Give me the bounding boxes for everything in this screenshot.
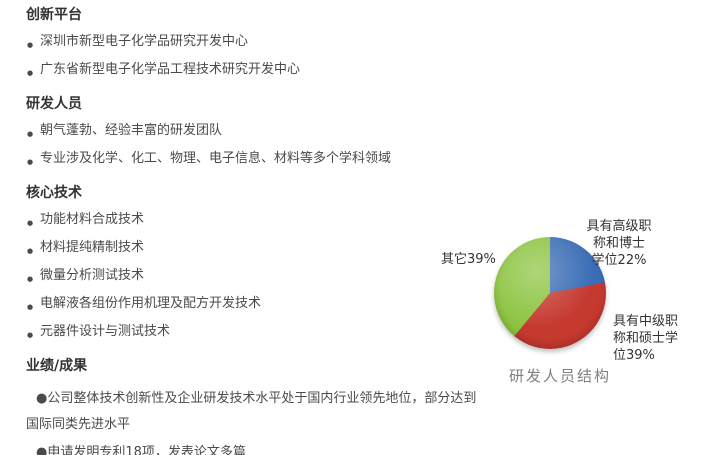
achievement-paragraph: ●公司整体技术创新性及企业研发技术水平处于国内行业领先地位，部分达到国际同类先进… bbox=[26, 391, 477, 432]
bullet-list: 深圳市新型电子化学品研究开发中心 广东省新型电子化学品工程技术研究开发中心 bbox=[26, 35, 478, 81]
list-item: 功能材料合成技术 bbox=[26, 213, 478, 231]
section-heading: 核心技术 bbox=[26, 185, 82, 201]
list-item: 朝气蓬勃、经验丰富的研发团队 bbox=[26, 124, 478, 142]
list-item: 微量分析测试技术 bbox=[26, 269, 478, 287]
section-achievements: 业绩/成果 ●公司整体技术创新性及企业研发技术水平处于国内行业领先地位，部分达到… bbox=[26, 358, 478, 455]
bullet-list: 朝气蓬勃、经验丰富的研发团队 专业涉及化学、化工、物理、电子信息、材料等多个学科… bbox=[26, 124, 478, 170]
section-rd-personnel: 研发人员 朝气蓬勃、经验丰富的研发团队 专业涉及化学、化工、物理、电子信息、材料… bbox=[26, 96, 478, 170]
bullet-list: 功能材料合成技术 材料提纯精制技术 微量分析测试技术 电解液各组份作用机理及配方… bbox=[26, 213, 478, 343]
pie-label-senior-title: 具有高级职 称和博士 学位22% bbox=[586, 219, 652, 268]
chart-title: 研发人员结构 bbox=[509, 367, 612, 385]
list-item: 深圳市新型电子化学品研究开发中心 bbox=[26, 35, 478, 53]
achievement-paragraph: ●申请发明专利18项，发表论文多篇 bbox=[36, 445, 246, 455]
pie-chart-figure: 其它39% 具有高级职 称和博士 学位22% 具有中级职 称和硕士学 位39% … bbox=[435, 210, 716, 400]
main-content: 创新平台 深圳市新型电子化学品研究开发中心 广东省新型电子化学品工程技术研究开发… bbox=[26, 7, 478, 455]
list-item: 材料提纯精制技术 bbox=[26, 241, 478, 259]
list-item: 元器件设计与测试技术 bbox=[26, 325, 478, 343]
section-heading: 业绩/成果 bbox=[26, 358, 88, 374]
list-item: 专业涉及化学、化工、物理、电子信息、材料等多个学科领域 bbox=[26, 152, 478, 170]
section-heading: 研发人员 bbox=[26, 96, 82, 112]
pie-label-other: 其它39% bbox=[441, 252, 496, 267]
list-item: 电解液各组份作用机理及配方开发技术 bbox=[26, 297, 478, 315]
section-innovation-platform: 创新平台 深圳市新型电子化学品研究开发中心 广东省新型电子化学品工程技术研究开发… bbox=[26, 7, 478, 81]
section-core-technology: 核心技术 功能材料合成技术 材料提纯精制技术 微量分析测试技术 电解液各组份作用… bbox=[26, 185, 478, 343]
pie-label-mid-title: 具有中级职 称和硕士学 位39% bbox=[613, 314, 679, 363]
section-heading: 创新平台 bbox=[26, 7, 82, 23]
pie bbox=[494, 237, 606, 349]
list-item: 广东省新型电子化学品工程技术研究开发中心 bbox=[26, 63, 478, 81]
